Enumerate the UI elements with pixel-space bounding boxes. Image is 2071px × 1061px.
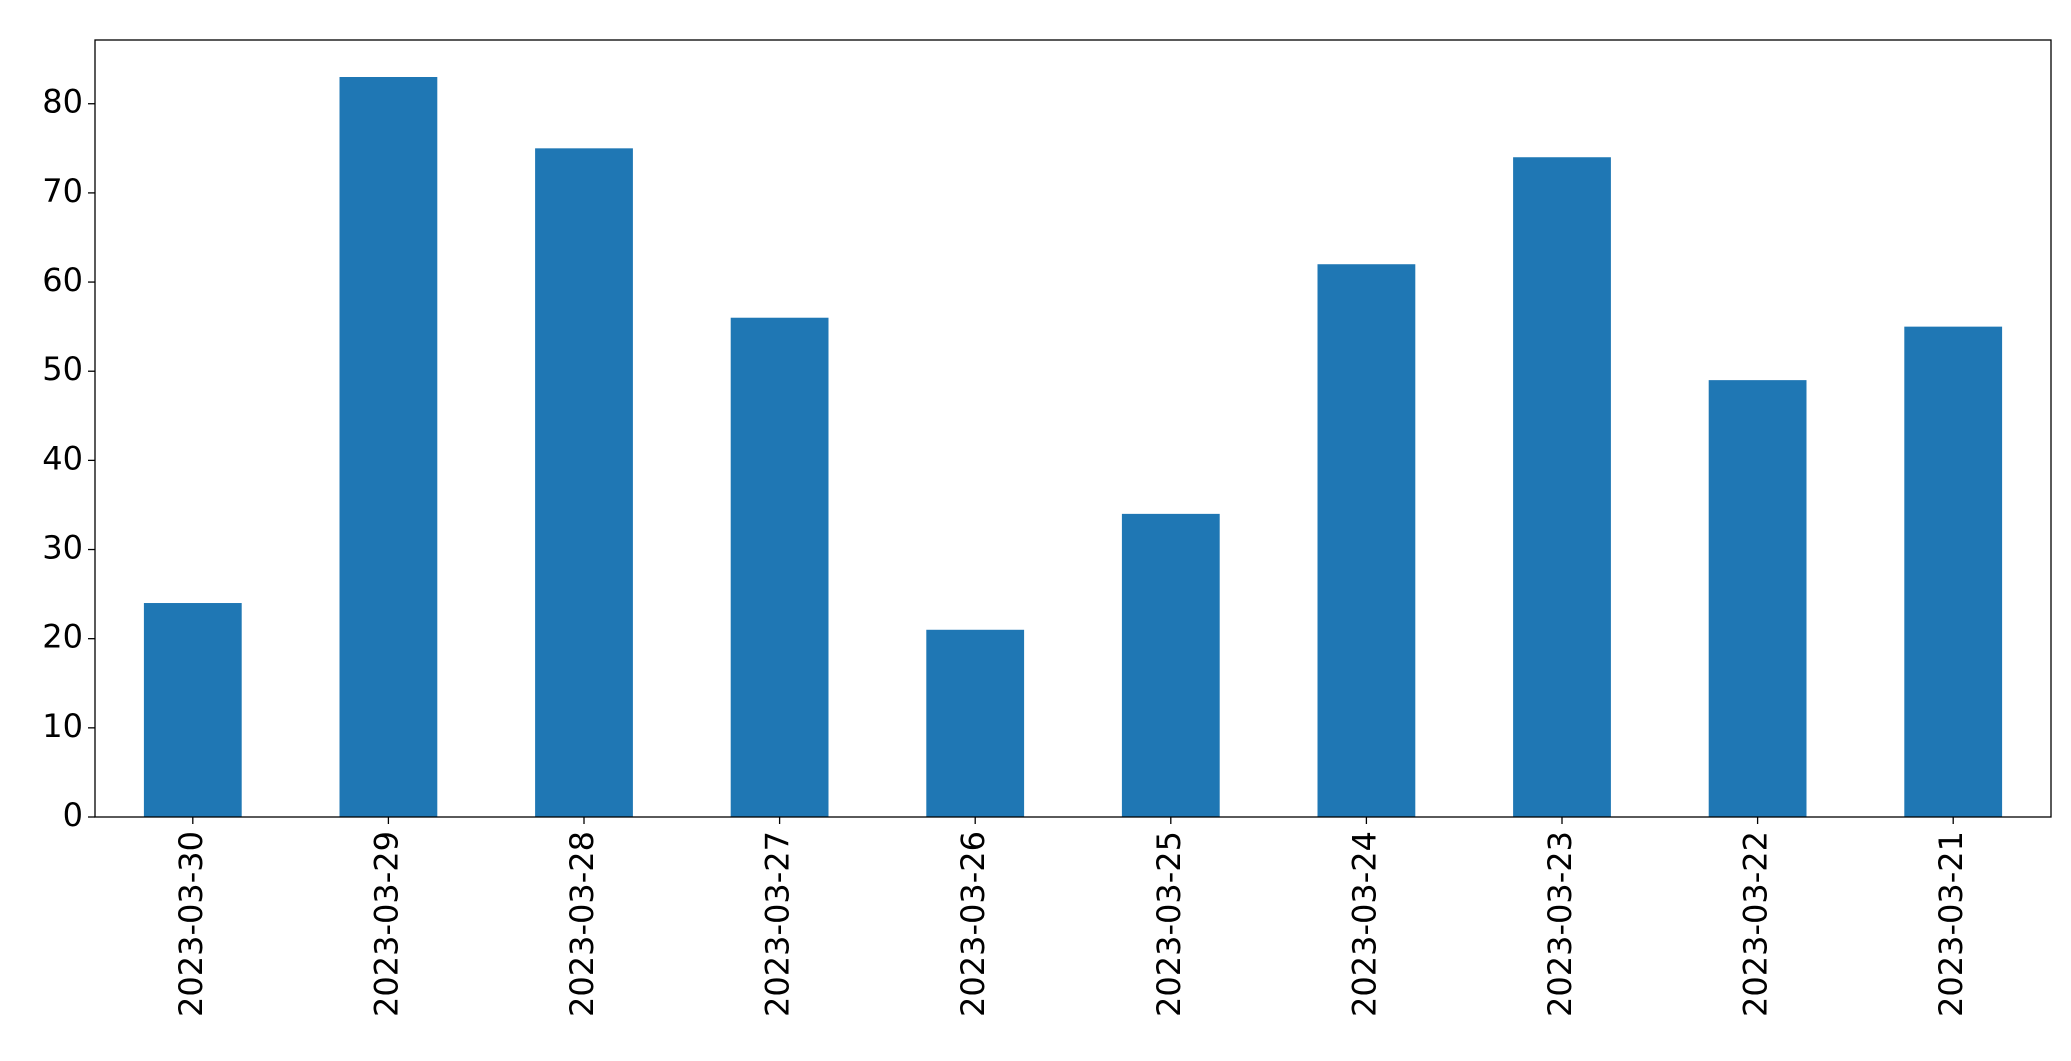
y-tick-label: 30 <box>42 529 83 567</box>
bar <box>1121 513 1220 817</box>
bar <box>1317 264 1416 818</box>
x-tick-label: 2023-03-29 <box>367 831 405 1017</box>
x-tick-label: 2023-03-28 <box>563 831 601 1017</box>
bar <box>730 317 829 817</box>
y-tick-label: 20 <box>42 618 83 656</box>
x-tick-label: 2023-03-21 <box>1932 831 1970 1017</box>
bar <box>1904 326 2003 817</box>
bar <box>926 629 1025 817</box>
x-tick-label: 2023-03-24 <box>1345 831 1383 1017</box>
x-tick-label: 2023-03-27 <box>759 831 797 1017</box>
bar <box>143 603 242 817</box>
y-tick-label: 80 <box>42 83 83 121</box>
y-tick-label: 0 <box>63 796 83 834</box>
x-tick-label: 2023-03-25 <box>1150 831 1188 1017</box>
y-tick-label: 50 <box>42 350 83 388</box>
x-tick-label: 2023-03-26 <box>954 831 992 1017</box>
bar <box>1708 380 1807 817</box>
plot-frame <box>94 39 2052 818</box>
x-tick-label: 2023-03-23 <box>1541 831 1579 1017</box>
y-tick-label: 60 <box>42 261 83 299</box>
y-tick-label: 10 <box>42 707 83 745</box>
bar <box>339 77 438 817</box>
x-tick-label: 2023-03-22 <box>1737 831 1775 1017</box>
bar <box>1513 157 1611 817</box>
x-tick-label: 2023-03-30 <box>172 831 210 1017</box>
y-tick-label: 70 <box>42 172 83 210</box>
bar <box>535 148 633 817</box>
y-tick-label: 40 <box>42 439 83 477</box>
